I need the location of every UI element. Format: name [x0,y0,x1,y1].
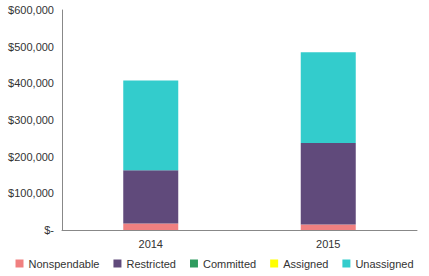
svg-text:$600,000: $600,000 [8,4,54,16]
svg-text:$400,000: $400,000 [8,77,54,89]
svg-text:Restricted: Restricted [126,258,176,270]
svg-text:$100,000: $100,000 [8,187,54,199]
svg-text:Committed: Committed [203,258,256,270]
svg-text:Unassigned: Unassigned [355,258,413,270]
svg-text:$200,000: $200,000 [8,151,54,163]
svg-text:2015: 2015 [316,238,340,250]
svg-text:Assigned: Assigned [283,258,328,270]
svg-text:$300,000: $300,000 [8,114,54,126]
svg-text:2014: 2014 [139,238,163,250]
svg-text:$500,000: $500,000 [8,41,54,53]
svg-text:$-: $- [44,224,54,236]
svg-text:Nonspendable: Nonspendable [29,258,100,270]
